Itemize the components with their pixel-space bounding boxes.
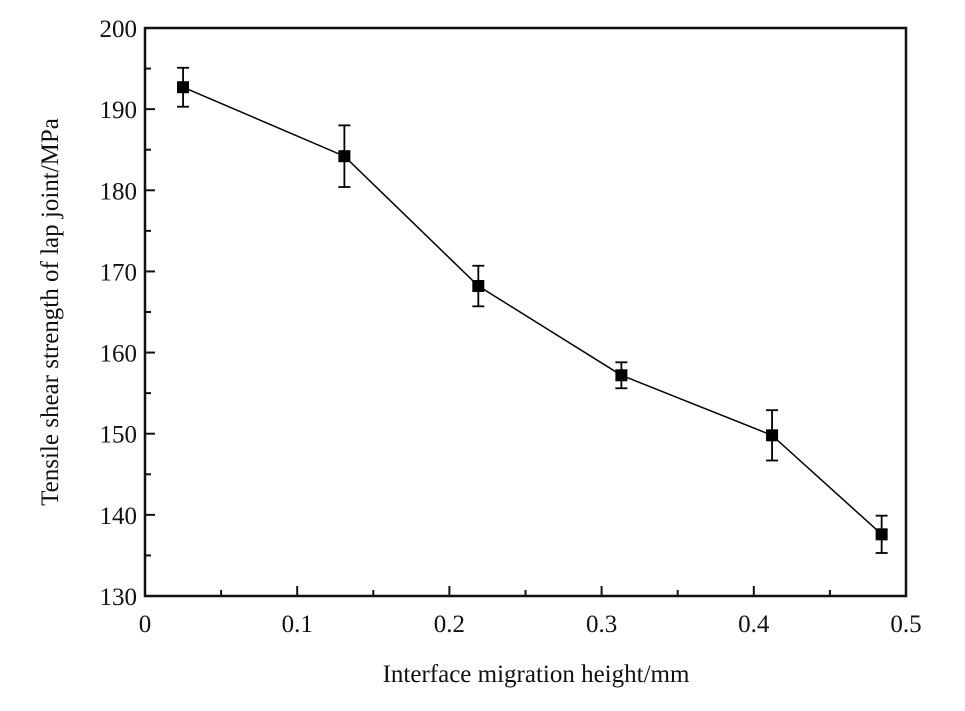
- y-tick-label: 150: [100, 422, 138, 449]
- y-axis-title: Tensile shear strength of lap joint/MPa: [37, 118, 64, 506]
- x-tick-label: 0.4: [738, 611, 770, 638]
- x-tick-label: 0.1: [282, 611, 313, 638]
- x-tick-label: 0.5: [890, 611, 921, 638]
- y-tick-label: 160: [100, 341, 138, 368]
- x-axis: 0 0.1 0.2 0.3 0.4 0.5: [139, 586, 922, 638]
- series-line: [182, 86, 883, 535]
- data-point: [338, 150, 351, 163]
- y-tick-label: 170: [100, 259, 138, 286]
- y-tick-label: 180: [100, 178, 138, 205]
- data-point: [615, 369, 628, 382]
- plot-frame: [143, 26, 908, 598]
- x-tick-label: 0.3: [586, 611, 617, 638]
- data-point: [177, 81, 190, 94]
- x-axis-title: Interface migration height/mm: [383, 661, 690, 688]
- y-tick-label: 130: [100, 584, 138, 611]
- data-point: [875, 528, 888, 541]
- y-tick-label: 200: [100, 16, 138, 43]
- y-tick-label: 190: [100, 97, 138, 124]
- y-axis: 130 140 150 160 170 180 190 200: [100, 16, 155, 611]
- x-tick-label: 0.2: [434, 611, 465, 638]
- data-point: [472, 280, 485, 293]
- x-tick-label: 0: [139, 611, 152, 638]
- series-group: [177, 66, 888, 554]
- data-point: [766, 429, 779, 442]
- y-tick-label: 140: [100, 503, 138, 530]
